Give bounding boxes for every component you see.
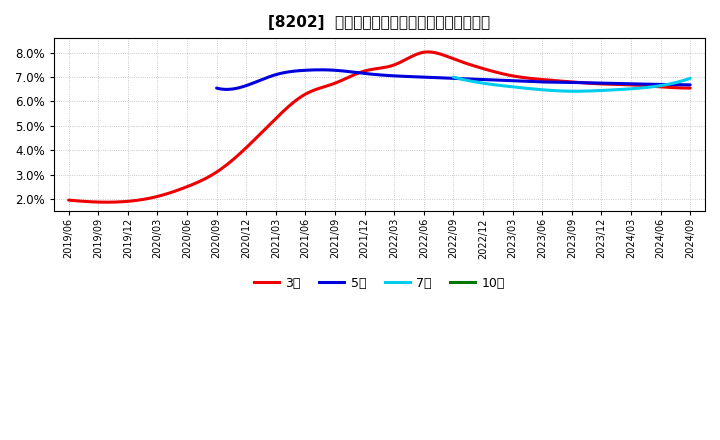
Title: [8202]  当期純利益マージンの標準偏差の推移: [8202] 当期純利益マージンの標準偏差の推移 xyxy=(269,15,490,30)
Legend: 3年, 5年, 7年, 10年: 3年, 5年, 7年, 10年 xyxy=(249,272,510,295)
